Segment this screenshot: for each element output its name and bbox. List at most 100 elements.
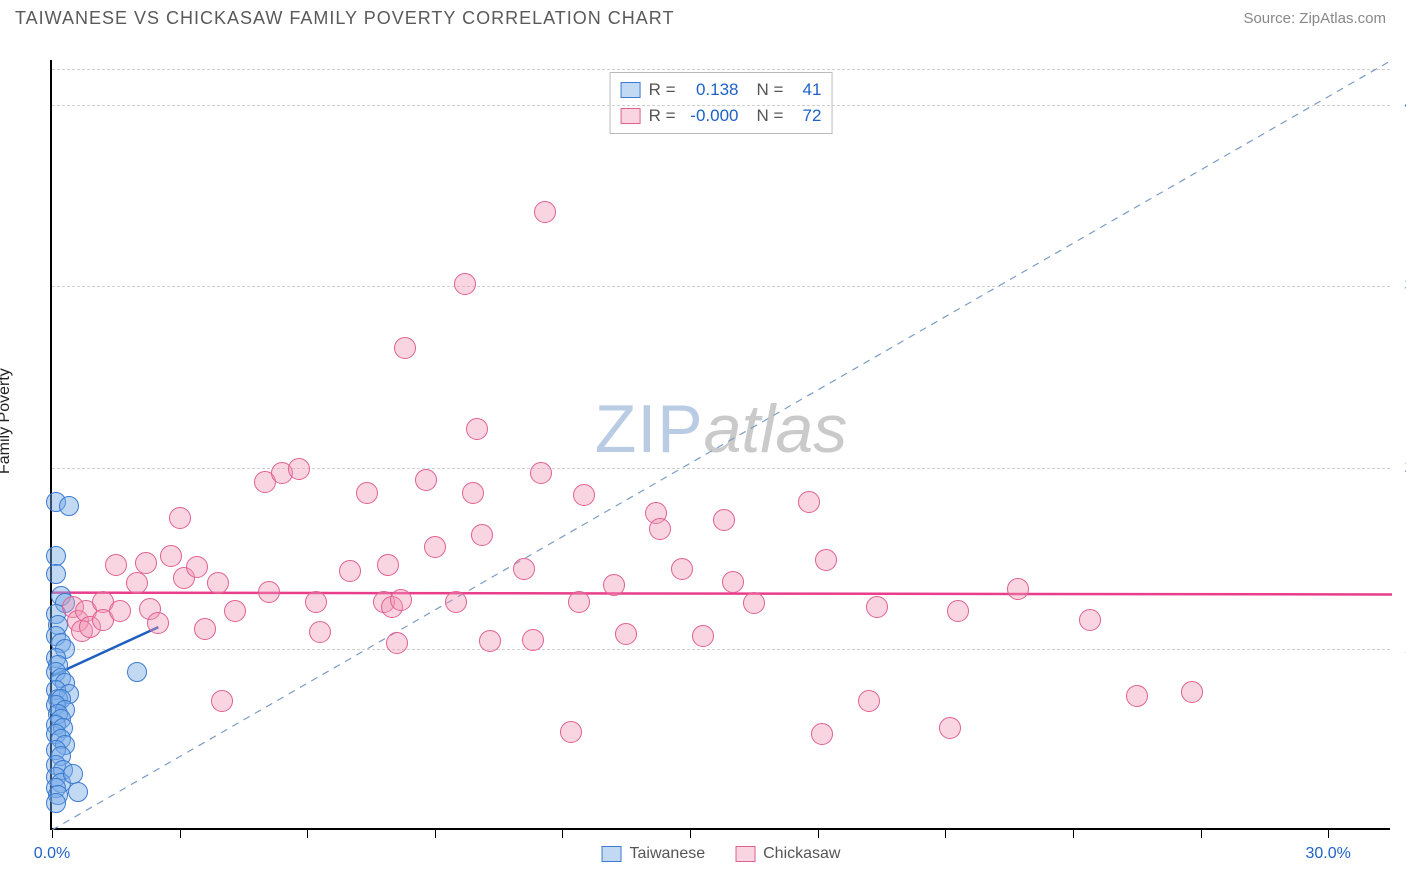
data-point — [649, 518, 671, 540]
n-label: N = — [757, 77, 784, 103]
chart-title: TAIWANESE VS CHICKASAW FAMILY POVERTY CO… — [15, 8, 674, 29]
data-point — [339, 560, 361, 582]
data-point — [46, 793, 66, 813]
data-point — [743, 592, 765, 614]
x-tick — [435, 828, 436, 838]
stats-row: R = -0.000 N = 72 — [621, 103, 822, 129]
data-point — [947, 600, 969, 622]
gridline — [52, 69, 1390, 70]
data-point — [615, 623, 637, 645]
source-label: Source: ZipAtlas.com — [1243, 10, 1386, 27]
data-point — [169, 507, 191, 529]
data-point — [560, 721, 582, 743]
x-tick — [945, 828, 946, 838]
data-point — [135, 552, 157, 574]
data-point — [415, 469, 437, 491]
x-tick — [1073, 828, 1074, 838]
data-point — [386, 632, 408, 654]
trend-line-chickasaw — [52, 593, 1392, 595]
data-point — [63, 764, 83, 784]
x-tick — [307, 828, 308, 838]
data-point — [811, 723, 833, 745]
r-value: -0.000 — [684, 103, 739, 129]
legend: Taiwanese Chickasaw — [602, 845, 841, 863]
data-point — [258, 581, 280, 603]
data-point — [305, 591, 327, 613]
data-point — [207, 572, 229, 594]
gridline — [52, 105, 1390, 106]
data-point — [394, 337, 416, 359]
r-label: R = — [649, 103, 676, 129]
data-point — [479, 630, 501, 652]
diagonal-line — [52, 60, 1392, 830]
legend-item: Chickasaw — [735, 845, 840, 863]
data-point — [671, 558, 693, 580]
data-point — [186, 556, 208, 578]
data-point — [127, 662, 147, 682]
x-tick — [690, 828, 691, 838]
y-tick-label: 20.0% — [1395, 459, 1406, 477]
data-point — [513, 558, 535, 580]
data-point — [109, 600, 131, 622]
data-point — [713, 509, 735, 531]
data-point — [939, 717, 961, 739]
r-label: R = — [649, 77, 676, 103]
data-point — [224, 600, 246, 622]
x-tick — [180, 828, 181, 838]
data-point — [471, 524, 493, 546]
data-point — [858, 690, 880, 712]
swatch-icon — [602, 846, 622, 862]
data-point — [194, 618, 216, 640]
y-tick-label: 40.0% — [1395, 96, 1406, 114]
n-value: 41 — [791, 77, 821, 103]
data-point — [424, 536, 446, 558]
data-point — [462, 482, 484, 504]
x-tick-label: 30.0% — [1306, 845, 1351, 863]
data-point — [530, 462, 552, 484]
swatch-icon — [621, 108, 641, 124]
x-tick — [1201, 828, 1202, 838]
data-point — [59, 496, 79, 516]
x-tick — [1328, 828, 1329, 838]
n-value: 72 — [791, 103, 821, 129]
data-point — [568, 591, 590, 613]
data-point — [573, 484, 595, 506]
y-axis-label: Family Poverty — [0, 368, 14, 474]
y-tick-label: 10.0% — [1395, 640, 1406, 658]
line-overlay — [52, 60, 1392, 830]
data-point — [866, 596, 888, 618]
data-point — [445, 591, 467, 613]
swatch-icon — [735, 846, 755, 862]
r-value: 0.138 — [684, 77, 739, 103]
data-point — [147, 612, 169, 634]
data-point — [160, 545, 182, 567]
data-point — [534, 201, 556, 223]
x-tick-label: 0.0% — [34, 845, 70, 863]
data-point — [466, 418, 488, 440]
legend-item: Taiwanese — [602, 845, 706, 863]
gridline — [52, 286, 1390, 287]
data-point — [68, 782, 88, 802]
data-point — [356, 482, 378, 504]
n-label: N = — [757, 103, 784, 129]
plot-region: ZIPatlas R =0.138N =41R =-0.000N =72 Tai… — [50, 60, 1390, 830]
data-point — [1007, 578, 1029, 600]
data-point — [815, 549, 837, 571]
data-point — [46, 546, 66, 566]
data-point — [211, 690, 233, 712]
legend-label: Chickasaw — [763, 845, 840, 863]
gridline — [52, 649, 1390, 650]
stats-box: R = 0.138 N = 41 R = -0.000 N = 72 — [610, 72, 833, 134]
data-point — [722, 571, 744, 593]
data-point — [1126, 685, 1148, 707]
data-point — [1181, 681, 1203, 703]
legend-label: Taiwanese — [630, 845, 706, 863]
data-point — [288, 458, 310, 480]
stats-row: R = 0.138 N = 41 — [621, 77, 822, 103]
data-point — [1079, 609, 1101, 631]
watermark: ZIPatlas — [595, 390, 847, 468]
data-point — [126, 572, 148, 594]
gridline — [52, 468, 1390, 469]
y-tick-label: 30.0% — [1395, 277, 1406, 295]
data-point — [454, 273, 476, 295]
